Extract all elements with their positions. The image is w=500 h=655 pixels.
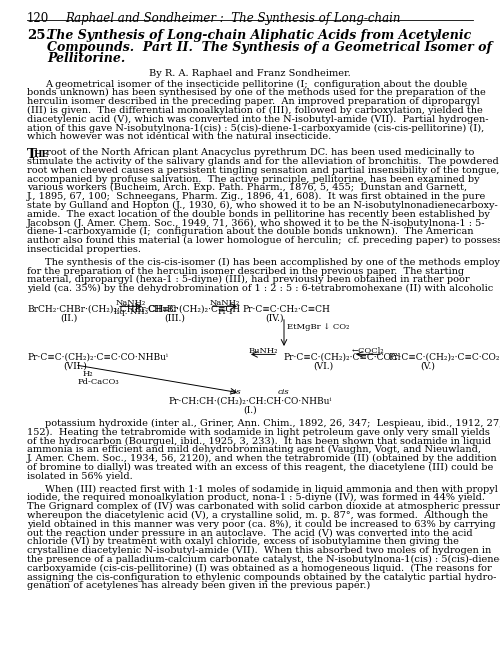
Text: material, dipropargyl (hexa-1 : 5-diyne) (III), had previously been obtained in : material, dipropargyl (hexa-1 : 5-diyne)… (27, 275, 469, 284)
Text: various workers (Bucheim, Arch. Exp. Path. Pharm., 1876, 5, 455;  Dunstan and Ga: various workers (Bucheim, Arch. Exp. Pat… (27, 183, 467, 193)
Text: cis: cis (230, 388, 241, 396)
Text: By R. A. Raphael and Franz Sondheimer.: By R. A. Raphael and Franz Sondheimer. (149, 69, 351, 77)
Text: (V.): (V.) (420, 362, 436, 371)
Text: Compounds.  Part II.  The Synthesis of a Geometrical Isomer of: Compounds. Part II. The Synthesis of a G… (47, 41, 492, 54)
Text: (VII.): (VII.) (63, 362, 87, 371)
Text: genation of acetylenes has already been given in the previous paper.): genation of acetylenes has already been … (27, 581, 370, 590)
Text: A geometrical isomer of the insecticide pellitorine (I;  configuration about the: A geometrical isomer of the insecticide … (45, 79, 467, 88)
Text: yield obtained in this manner was very poor (ca. 8%), it could be increased to 6: yield obtained in this manner was very p… (27, 519, 496, 529)
Text: BuNH₂: BuNH₂ (248, 347, 278, 355)
Text: The Grignard complex of (IV) was carbonated with solid carbon dioxide at atmosph: The Grignard complex of (IV) was carbona… (27, 502, 500, 511)
Text: which however was not identical with the natural insecticide.: which however was not identical with the… (27, 132, 331, 141)
Text: J. Amer. Chem. Soc., 1934, 56, 2120), and when the tetrabromide (II) (obtained b: J. Amer. Chem. Soc., 1934, 56, 2120), an… (27, 454, 498, 463)
Text: HE: HE (34, 149, 49, 159)
Text: isolated in 56% yield.: isolated in 56% yield. (27, 472, 133, 481)
Text: 25.: 25. (27, 29, 50, 42)
Text: crystalline diacetylenic N-isobutyl-amide (VII).  When this absorbed two moles o: crystalline diacetylenic N-isobutyl-amid… (27, 546, 491, 555)
Text: stimulate the activity of the salivary glands and for the alleviation of bronchi: stimulate the activity of the salivary g… (27, 157, 499, 166)
Text: root of the North African plant Anacyclus pyrethrum DC. has been used medicinall: root of the North African plant Anacyclu… (43, 148, 474, 157)
Text: carboxyamide (cis-cis-pellitorine) (I) was obtained as a homogeneous liquid.  (T: carboxyamide (cis-cis-pellitorine) (I) w… (27, 564, 492, 573)
Text: yield (ca. 35%) by the dehydrobromination of 1 : 2 : 5 : 6-tetrabromohexane (II): yield (ca. 35%) by the dehydrobrominatio… (27, 284, 493, 293)
Text: of bromine to diallyl) was treated with an excess of this reagent, the diacetyle: of bromine to diallyl) was treated with … (27, 463, 493, 472)
Text: (I.): (I.) (243, 406, 257, 415)
Text: (IV.): (IV.) (265, 314, 283, 323)
Text: potassium hydroxide (inter al., Griner, Ann. Chim., 1892, 26, 347;  Lespieau, ib: potassium hydroxide (inter al., Griner, … (45, 419, 500, 428)
Text: state by Gulland and Hopton (J., 1930, 6), who showed it to be an N-isobutylnona: state by Gulland and Hopton (J., 1930, 6… (27, 201, 498, 210)
Text: ation of this gave N-isobutylnona-1(cis) : 5(cis)-diene-1-carboxyamide (cis-cis-: ation of this gave N-isobutylnona-1(cis)… (27, 124, 484, 132)
Text: T: T (27, 148, 37, 161)
Text: (III) is given.  The differential monoalkylation of (III), followed by carboxyla: (III) is given. The differential monoalk… (27, 106, 483, 115)
Text: liq. NH₃: liq. NH₃ (114, 309, 148, 316)
Text: Pr·C≡C·(CH₂)₂·C≡C·COCl: Pr·C≡C·(CH₂)₂·C≡C·COCl (283, 353, 401, 362)
Text: whereupon the diacetylenic acid (V), a crystalline solid, m. p. 87°, was formed.: whereupon the diacetylenic acid (V), a c… (27, 511, 488, 520)
Text: EtMgBr ↓ CO₂: EtMgBr ↓ CO₂ (287, 323, 350, 331)
Text: The Synthesis of Long-chain Aliphatic Acids from Acetylenic: The Synthesis of Long-chain Aliphatic Ac… (47, 29, 471, 42)
Text: diene-1-carboxyamide (I;  configuration about the double bonds unknown).  The Am: diene-1-carboxyamide (I; configuration a… (27, 227, 473, 236)
Text: Pr·C≡C·CH₂·C≡CH: Pr·C≡C·CH₂·C≡CH (242, 305, 330, 314)
Text: 152).  Heating the tetrabromide with sodamide in light petroleum gave only very : 152). Heating the tetrabromide with soda… (27, 428, 490, 437)
Text: 120: 120 (27, 12, 49, 25)
Text: Pd-CaCO₃: Pd-CaCO₃ (78, 378, 120, 386)
Text: Pr·I: Pr·I (217, 309, 233, 316)
Text: assigning the cis-configuration to ethylenic compounds obtained by the catalytic: assigning the cis-configuration to ethyl… (27, 572, 496, 582)
Text: (VI.): (VI.) (313, 362, 333, 371)
Text: for the preparation of the herculin isomer described in the previous paper.  The: for the preparation of the herculin isom… (27, 267, 464, 276)
Text: Jacobson (J. Amer. Chem. Soc., 1949, 71, 366), who showed it to be the N-isobuty: Jacobson (J. Amer. Chem. Soc., 1949, 71,… (27, 219, 485, 228)
Text: insecticidal properties.: insecticidal properties. (27, 245, 141, 254)
Text: ←COCl₂: ←COCl₂ (352, 347, 384, 355)
Text: The synthesis of the cis-cis-isomer (I) has been accomplished by one of the meth: The synthesis of the cis-cis-isomer (I) … (45, 257, 500, 267)
Text: of the hydrocarbon (Bourguel, ibid., 1925, 3, 233).  It has been shown that soda: of the hydrocarbon (Bourguel, ibid., 192… (27, 436, 491, 445)
Text: accompanied by profuse salivation.  The active principle, pellitorine, has been : accompanied by profuse salivation. The a… (27, 174, 479, 183)
Text: (II.): (II.) (60, 314, 78, 323)
Text: root when chewed causes a persistent tingling sensation and partial insensibilit: root when chewed causes a persistent tin… (27, 166, 500, 175)
Text: amide.  The exact location of the double bonds in pellitorine has recently been : amide. The exact location of the double … (27, 210, 490, 219)
Text: iodide, the required monoalkylation product, nona-1 : 5-diyne (IV), was formed i: iodide, the required monoalkylation prod… (27, 493, 485, 502)
Text: Pr·CH:CH·(CH₂)₂·CH:CH·CO·NHBuⁱ: Pr·CH:CH·(CH₂)₂·CH:CH·CO·NHBuⁱ (168, 397, 332, 406)
Text: ammonia is an efficient and mild dehydrobrominating agent (Vaughn, Vogt, and Nie: ammonia is an efficient and mild dehydro… (27, 445, 481, 455)
Text: the presence of a palladium-calcium carbonate catalyst, the N-isobutylnona-1(cis: the presence of a palladium-calcium carb… (27, 555, 500, 564)
Text: diacetylenic acid (V), which was converted into the N-isobutyl-amide (VII).  Par: diacetylenic acid (V), which was convert… (27, 115, 488, 124)
Text: Pellitorine.: Pellitorine. (47, 52, 125, 65)
Text: J., 1895, 67, 100;  Schneegans, Pharm. Zig., 1896, 41, 608).  It was first obtai: J., 1895, 67, 100; Schneegans, Pharm. Zi… (27, 192, 486, 201)
Text: CH≡C·(CH₂)₂·C≡CH: CH≡C·(CH₂)₂·C≡CH (147, 305, 240, 314)
Text: H₂: H₂ (83, 370, 94, 378)
Text: herculin isomer described in the preceding paper.  An improved preparation of di: herculin isomer described in the precedi… (27, 97, 480, 106)
Text: Raphael and Sondheimer :  The Synthesis of Long-chain: Raphael and Sondheimer : The Synthesis o… (65, 12, 400, 25)
Text: author also found this material (a lower homologue of herculin;  cf. preceding p: author also found this material (a lower… (27, 236, 500, 245)
Text: Pr·C≡C·(CH₂)₂·C≡C·CO₂H: Pr·C≡C·(CH₂)₂·C≡C·CO₂H (388, 353, 500, 362)
Text: (III.): (III.) (164, 314, 186, 323)
Text: NaNH₂: NaNH₂ (116, 299, 146, 307)
Text: Pr·C≡C·(CH₂)₂·C≡C·CO·NHBuⁱ: Pr·C≡C·(CH₂)₂·C≡C·CO·NHBuⁱ (27, 353, 168, 362)
Text: BrCH₂·CHBr·(CH₂)₂·CHBr·CH₂Br: BrCH₂·CHBr·(CH₂)₂·CHBr·CH₂Br (27, 305, 178, 314)
Text: out the reaction under pressure in an autoclave.  The acid (V) was converted int: out the reaction under pressure in an au… (27, 529, 472, 538)
Text: bonds unknown) has been synthesised by one of the methods used for the preparati: bonds unknown) has been synthesised by o… (27, 88, 486, 98)
Text: NaNH₂: NaNH₂ (210, 299, 240, 307)
Text: When (III) reacted first with 1·1 moles of sodamide in liquid ammonia and then w: When (III) reacted first with 1·1 moles … (45, 485, 498, 494)
Text: chloride (VI) by treatment with oxalyl chloride, excess of isobutylamine then gi: chloride (VI) by treatment with oxalyl c… (27, 537, 459, 546)
Text: cis: cis (278, 388, 289, 396)
